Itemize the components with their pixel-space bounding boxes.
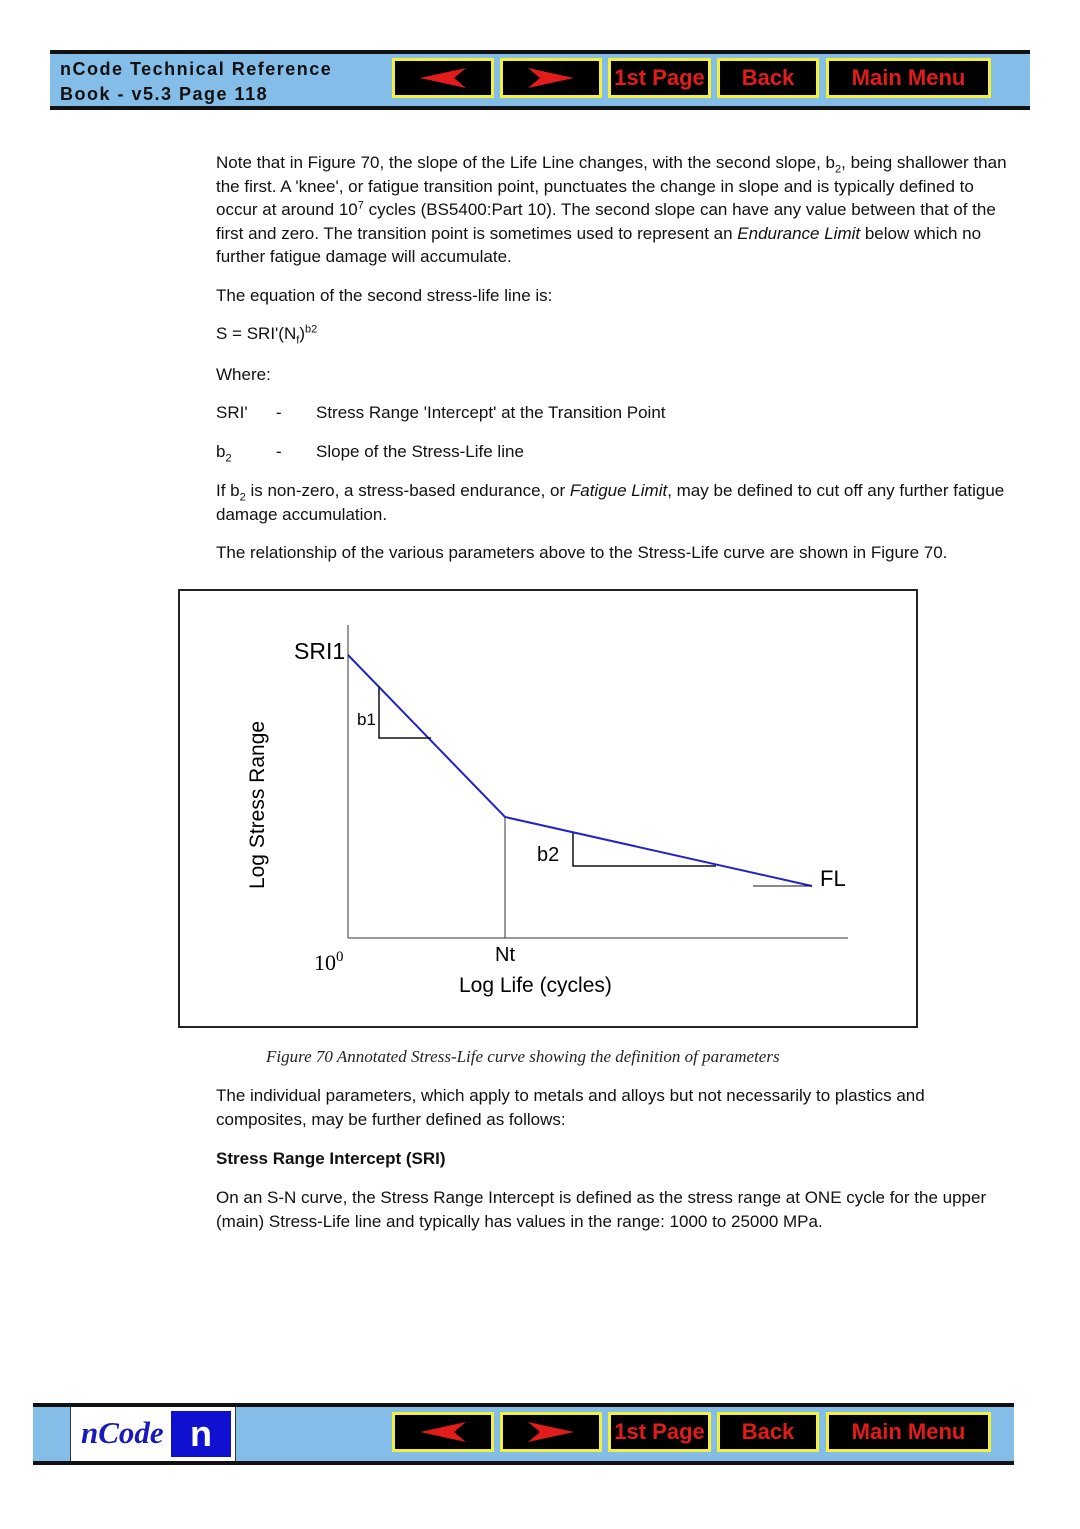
main-menu-button[interactable]: Main Menu bbox=[826, 1412, 991, 1452]
where-label: Where: bbox=[216, 365, 271, 384]
b2-triangle bbox=[572, 833, 716, 867]
equation: S = SRI'(Nf)b2 bbox=[216, 323, 318, 347]
paragraph-2: The equation of the second stress-life l… bbox=[216, 286, 553, 305]
section-heading-sri: Stress Range Intercept (SRI) bbox=[216, 1149, 446, 1168]
paragraph-4: The relationship of the various paramete… bbox=[216, 543, 948, 562]
header-bar: nCode Technical Reference Book - v5.3 Pag… bbox=[50, 50, 1030, 110]
title-line-1: nCode Technical Reference bbox=[60, 59, 333, 79]
figure-70: SRI1 b1 b2 FL Nt 100 Log Life (cycles) L… bbox=[178, 589, 918, 1028]
left-arrow-icon bbox=[420, 1422, 466, 1442]
ncode-logo: nCode n bbox=[70, 1407, 236, 1461]
paragraph-3: If b2 is non-zero, a stress-based endura… bbox=[216, 481, 1005, 524]
back-button[interactable]: Back bbox=[717, 1412, 819, 1452]
back-button[interactable]: Back bbox=[717, 58, 819, 98]
paragraph-5: The individual parameters, which apply t… bbox=[216, 1086, 925, 1129]
right-arrow-icon bbox=[528, 1422, 574, 1442]
title-line-2: Book - v5.3 Page 118 bbox=[60, 84, 269, 104]
ncode-n-icon: n bbox=[171, 1411, 231, 1457]
next-page-button[interactable] bbox=[500, 1412, 602, 1452]
definition-sri: SRI' - Stress Range 'Intercept' at the Tra… bbox=[216, 403, 666, 422]
fl-label: FL bbox=[820, 866, 846, 891]
footer-bar: nCode n 1st Page Back Main Menu bbox=[33, 1403, 1014, 1465]
left-arrow-icon bbox=[420, 68, 466, 88]
b2-label: b2 bbox=[537, 844, 559, 866]
y-axis-label: Log Stress Range bbox=[246, 721, 269, 889]
first-page-button[interactable]: 1st Page bbox=[608, 1412, 711, 1452]
prev-page-button[interactable] bbox=[392, 1412, 494, 1452]
definition-b2: b2- Slope of the Stress-Life line bbox=[216, 442, 524, 465]
b1-label: b1 bbox=[357, 710, 376, 729]
main-menu-button[interactable]: Main Menu bbox=[826, 58, 991, 98]
document-title: nCode Technical Reference Book - v5.3 Pag… bbox=[60, 57, 332, 107]
sn-curve bbox=[347, 654, 813, 887]
paragraph-6: On an S-N curve, the Stress Range Interc… bbox=[216, 1188, 987, 1231]
b1-triangle bbox=[378, 686, 431, 739]
right-arrow-icon bbox=[528, 68, 574, 88]
next-page-button[interactable] bbox=[500, 58, 602, 98]
nt-label: Nt bbox=[495, 944, 515, 966]
sri-label: SRI1 bbox=[294, 638, 345, 664]
prev-page-button[interactable] bbox=[392, 58, 494, 98]
origin-label: 100 bbox=[314, 949, 344, 975]
first-page-button[interactable]: 1st Page bbox=[608, 58, 711, 98]
stress-life-diagram: SRI1 b1 b2 FL Nt 100 Log Life (cycles) L… bbox=[246, 625, 848, 997]
paragraph-1: Note that in Figure 70, the slope of the… bbox=[216, 153, 1007, 266]
x-axis-label: Log Life (cycles) bbox=[459, 974, 612, 997]
figure-caption: Figure 70 Annotated Stress-Life curve sh… bbox=[266, 1047, 780, 1066]
